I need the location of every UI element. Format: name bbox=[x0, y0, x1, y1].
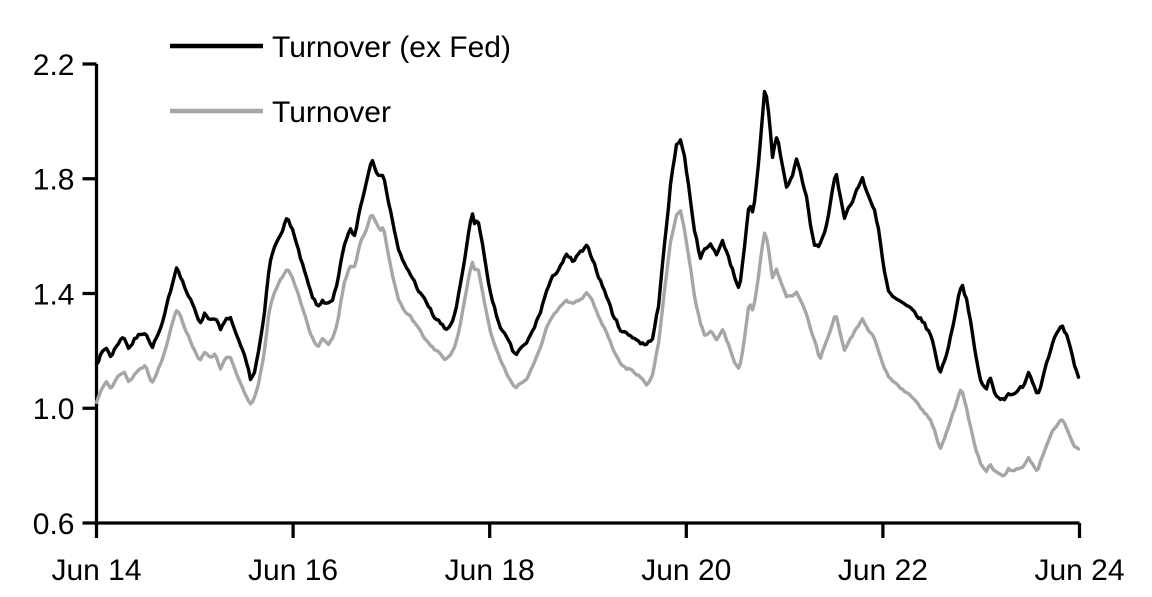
x-tick-label: Jun 22 bbox=[838, 554, 928, 587]
x-tick-label: Jun 16 bbox=[248, 554, 338, 587]
x-tick-label: Jun 24 bbox=[1034, 554, 1124, 587]
axes: 2.2 1.8 1.4 1.0 0.6 Jun 14 Jun 16 Jun 18 Jun 20 J… bbox=[33, 49, 1125, 587]
series-line-turnover-ex-fed bbox=[94, 89, 1081, 402]
legend: Turnover (ex Fed) Turnover bbox=[170, 31, 511, 129]
series-line-turnover bbox=[94, 209, 1081, 478]
y-tick-label: 1.0 bbox=[33, 393, 75, 426]
series-lines bbox=[94, 89, 1081, 478]
y-tick-label: 0.6 bbox=[33, 508, 75, 541]
y-tick-label: 1.8 bbox=[33, 164, 75, 197]
x-tick-label: Jun 18 bbox=[445, 554, 535, 587]
y-tick-label: 1.4 bbox=[33, 278, 75, 311]
x-tick-label: Jun 20 bbox=[641, 554, 731, 587]
legend-label-turnover-ex-fed: Turnover (ex Fed) bbox=[272, 31, 511, 64]
x-tick-label: Jun 14 bbox=[51, 554, 141, 587]
y-tick-label: 2.2 bbox=[33, 49, 75, 82]
legend-label-turnover: Turnover bbox=[272, 96, 391, 129]
